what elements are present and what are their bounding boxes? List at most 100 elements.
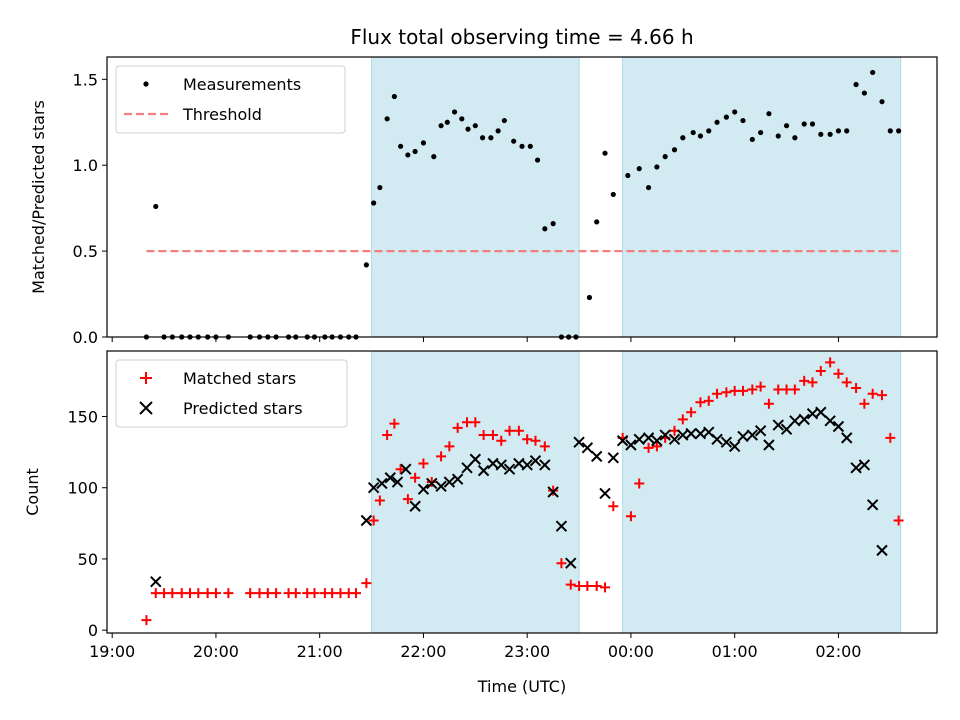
- predicted-star-point: [503, 463, 516, 475]
- measurement-point: [465, 126, 471, 132]
- predicted-star-point: [789, 415, 801, 427]
- legend-plus-marker: [140, 372, 152, 384]
- y-tick-label: 1.0: [73, 156, 98, 175]
- predicted-star-point: [539, 459, 551, 471]
- matched-star-point: [893, 515, 904, 526]
- measurement-point: [451, 109, 458, 115]
- matched-star-point: [470, 417, 481, 428]
- plot-frame: [106, 56, 938, 338]
- predicted-star-point: [746, 429, 759, 441]
- predicted-star-point: [841, 432, 853, 444]
- measurement-point: [412, 148, 418, 155]
- predicted-star-point: [477, 464, 490, 477]
- matched-star-point: [721, 387, 732, 398]
- predicted-star-point: [547, 486, 559, 498]
- y-tick-label: 0: [88, 621, 98, 640]
- matched-star-point: [141, 615, 152, 626]
- predicted-star-point: [384, 472, 396, 484]
- measurement-point: [527, 143, 533, 149]
- matched-star-point: [807, 377, 818, 388]
- legend-x-marker: [139, 401, 153, 415]
- predicted-star-point: [832, 420, 845, 433]
- measurement-point: [610, 191, 616, 198]
- legend-dot-marker: [143, 81, 149, 87]
- matched-star-point: [841, 377, 852, 388]
- matched-star-point: [487, 430, 498, 441]
- x-tick-label: 20:00: [193, 642, 239, 661]
- measurement-point: [680, 135, 686, 141]
- measurement-point: [766, 111, 772, 117]
- predicted-star-point: [668, 433, 681, 446]
- y-tick-label: 50: [78, 550, 98, 569]
- measurement-point: [861, 90, 867, 96]
- ratio-panel: 0.0 0.5 1.0 1.5 Matched/Predicted stars Measu…: [29, 56, 938, 347]
- legend: Matched stars Predicted stars: [115, 359, 348, 428]
- matched-star-point: [695, 397, 706, 408]
- measurement-point: [377, 184, 383, 191]
- matched-star-point: [582, 581, 593, 591]
- measurement-point: [405, 152, 411, 158]
- x-axis-label: Time (UTC): [477, 677, 566, 696]
- predicted-star-point: [495, 459, 507, 471]
- y-axis-label: Count: [23, 468, 42, 516]
- x-tick-label: 00:00: [608, 642, 654, 661]
- measurement-point: [740, 117, 746, 124]
- predicted-star-point: [409, 500, 421, 512]
- legend-label: Matched stars: [183, 369, 296, 388]
- matched-star-point: [402, 494, 413, 505]
- x-tick-label: 21:00: [297, 642, 343, 661]
- matched-star-point: [522, 434, 533, 445]
- legend-label: Threshold: [182, 105, 262, 124]
- measurement-point: [818, 131, 824, 137]
- matched-star-point: [271, 588, 282, 599]
- matched-star-point: [382, 430, 393, 441]
- matched-star-point: [478, 430, 489, 441]
- measurement-point: [625, 172, 631, 179]
- predicted-star-point: [367, 482, 380, 494]
- measurement-point: [723, 114, 729, 120]
- predicted-star-point: [565, 557, 577, 569]
- predicted-star-point: [685, 427, 697, 440]
- matched-star-point: [747, 384, 758, 395]
- matched-star-point: [410, 472, 421, 483]
- predicted-star-point: [625, 439, 637, 451]
- matched-star-point: [799, 375, 810, 386]
- y-tick-label: 0.0: [73, 328, 98, 347]
- measurement-point: [801, 121, 807, 127]
- measurement-point: [398, 143, 404, 149]
- measurement-point: [645, 184, 652, 191]
- matched-star-point: [513, 425, 524, 436]
- measurement-point: [783, 123, 790, 129]
- measurement-point: [697, 133, 704, 139]
- measurement-point: [153, 203, 159, 210]
- predicted-star-point: [780, 423, 793, 436]
- matched-star-point: [737, 385, 748, 396]
- matched-star-point: [877, 390, 888, 401]
- matched-star-point: [361, 578, 372, 589]
- x-tick-label: 22:00: [400, 642, 446, 661]
- y-tick-label: 150: [67, 408, 98, 427]
- measurement-point: [542, 226, 548, 232]
- matched-star-point: [210, 588, 221, 599]
- measurement-point: [550, 221, 556, 227]
- matched-star-point: [643, 442, 654, 453]
- plot-frame: [106, 350, 938, 634]
- measurement-point: [438, 123, 444, 129]
- predicted-star-point: [521, 459, 533, 471]
- observing-window: [371, 350, 580, 634]
- x-tick-label: 19:00: [89, 642, 135, 661]
- predicted-star-point: [461, 462, 473, 474]
- matched-star-point: [368, 515, 379, 526]
- legend: Measurements Threshold: [115, 65, 346, 134]
- predicted-star-point: [599, 487, 611, 500]
- matched-star-point: [193, 588, 204, 599]
- matched-star-point: [565, 579, 576, 590]
- measurement-point: [879, 99, 885, 105]
- matched-star-point: [755, 381, 766, 392]
- matched-star-point: [600, 582, 610, 593]
- matched-star-point: [452, 422, 463, 433]
- matched-star-point: [548, 485, 559, 496]
- predicted-star-point: [850, 462, 862, 474]
- measurement-point: [714, 119, 720, 125]
